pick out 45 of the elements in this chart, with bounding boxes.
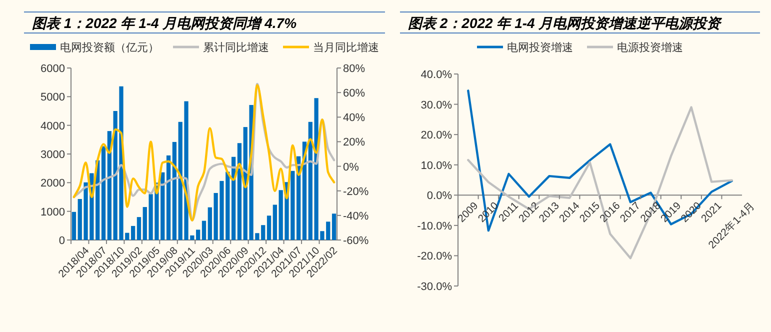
- bar: [101, 146, 106, 240]
- bar: [136, 217, 142, 240]
- legend-label: 电网投资增速: [507, 41, 573, 54]
- y2-tick-label: 0%: [343, 161, 360, 174]
- y2-tick-label: 40%: [343, 112, 366, 124]
- y-tick-label: -30.0%: [417, 281, 452, 293]
- y2-tick-label: -20%: [343, 186, 369, 198]
- y2-tick-label: 20%: [343, 136, 366, 149]
- bar: [332, 214, 336, 240]
- y2-tick-label: 80%: [343, 63, 366, 75]
- y-tick-label: 3000: [40, 149, 65, 161]
- bar: [272, 204, 277, 240]
- bar: [202, 220, 206, 240]
- bar: [72, 212, 76, 240]
- bar: [131, 226, 136, 240]
- y-tick-label: 5000: [40, 92, 65, 104]
- y-tick-label: 10.0%: [420, 160, 452, 172]
- y-tick-label: 1000: [40, 206, 65, 218]
- y-tick-label: 40.0%: [420, 69, 452, 81]
- y2-tick-label: -60%: [343, 235, 369, 247]
- bar: [196, 230, 200, 240]
- y2-tick-label: -40%: [343, 210, 369, 222]
- y-tick-label: -20.0%: [417, 250, 452, 263]
- bar: [107, 131, 112, 240]
- bar: [166, 155, 171, 240]
- bar: [266, 216, 272, 240]
- y-tick-label: 0.0%: [426, 190, 452, 202]
- legend-label: 当月同比增速: [313, 41, 379, 54]
- y-tick-label: 2000: [40, 178, 65, 190]
- y2-tick-label: 60%: [343, 88, 366, 100]
- bar: [231, 156, 236, 240]
- chart-title: 图表 1：2022 年 1-4 月电网投资同增 4.7%: [32, 15, 298, 31]
- y-tick-label: 6000: [40, 63, 65, 75]
- y-tick-label: -10.0%: [417, 220, 452, 232]
- legend-label: 电源投资增速: [617, 41, 683, 54]
- bar: [172, 142, 177, 240]
- legend-label: 累计同比增速: [203, 41, 269, 54]
- bar: [237, 143, 242, 240]
- y-tick-label: 20.0%: [420, 130, 452, 142]
- y-tick-label: 0: [58, 235, 65, 247]
- chart-title: 图表 2：2022 年 1-4 月电网投资增速逆平电源投资: [408, 15, 723, 31]
- bar: [208, 207, 212, 240]
- y-tick-label: 30.0%: [420, 99, 452, 112]
- legend-label: 电网投资额（亿元）: [60, 41, 159, 54]
- y-tick-label: 4000: [40, 120, 65, 132]
